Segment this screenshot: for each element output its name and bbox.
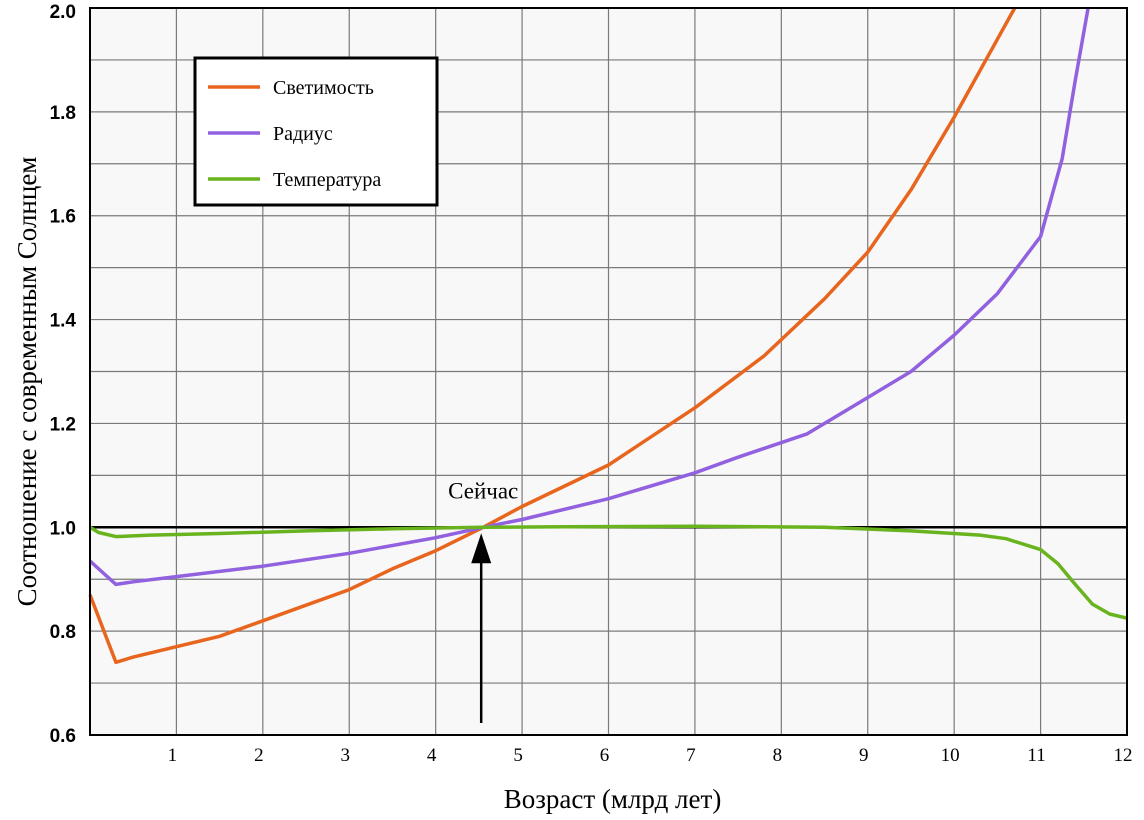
x-tick-label: 2 <box>254 745 264 766</box>
y-tick-label: 1.4 <box>50 311 77 332</box>
x-tick-labels: 1 2 3 4 5 6 7 8 9 10 11 12 <box>168 745 1133 766</box>
y-tick-label: 1.6 <box>50 207 76 228</box>
x-tick-label: 4 <box>427 745 437 766</box>
plot-frame <box>89 7 1128 736</box>
legend: Светимость Радиус Температура <box>193 56 439 207</box>
x-tick-label: 6 <box>600 745 610 766</box>
now-arrow-head <box>471 533 492 564</box>
x-tick-label: 5 <box>513 745 523 766</box>
x-tick-label: 11 <box>1027 745 1045 766</box>
y-tick-label: 0.8 <box>50 622 76 643</box>
legend-label-3: Температура <box>273 169 381 191</box>
x-tick-label: 8 <box>773 745 783 766</box>
now-label: Сейчас <box>448 478 518 503</box>
x-tick-label: 10 <box>941 745 960 766</box>
legend-label-2: Радиус <box>273 123 333 145</box>
series-line-2 <box>88 7 1090 587</box>
x-tick-label: 9 <box>859 745 869 766</box>
y-tick-label: 1.8 <box>50 103 76 124</box>
y-tick-labels: 0.6 0.8 1.0 1.2 1.4 1.6 1.8 2.0 <box>50 2 77 747</box>
x-axis-title: Возраст (млрд лет) <box>504 784 722 814</box>
y-axis-title: Соотношение с современным Солнцем <box>12 157 42 607</box>
y-tick-label: 1.2 <box>50 414 76 435</box>
now-annotation: Сейчас <box>448 478 518 723</box>
y-tick-label: 2.0 <box>50 2 76 23</box>
legend-label-1: Светимость <box>273 77 374 99</box>
x-tick-label: 1 <box>168 745 178 766</box>
series-group <box>88 7 1128 665</box>
x-tick-label: 7 <box>686 745 696 766</box>
y-tick-label: 1.0 <box>50 518 76 539</box>
x-tick-label: 3 <box>341 745 351 766</box>
y-tick-label: 0.6 <box>50 726 76 747</box>
series-line-3 <box>89 524 1128 620</box>
x-tick-label: 12 <box>1114 745 1133 766</box>
